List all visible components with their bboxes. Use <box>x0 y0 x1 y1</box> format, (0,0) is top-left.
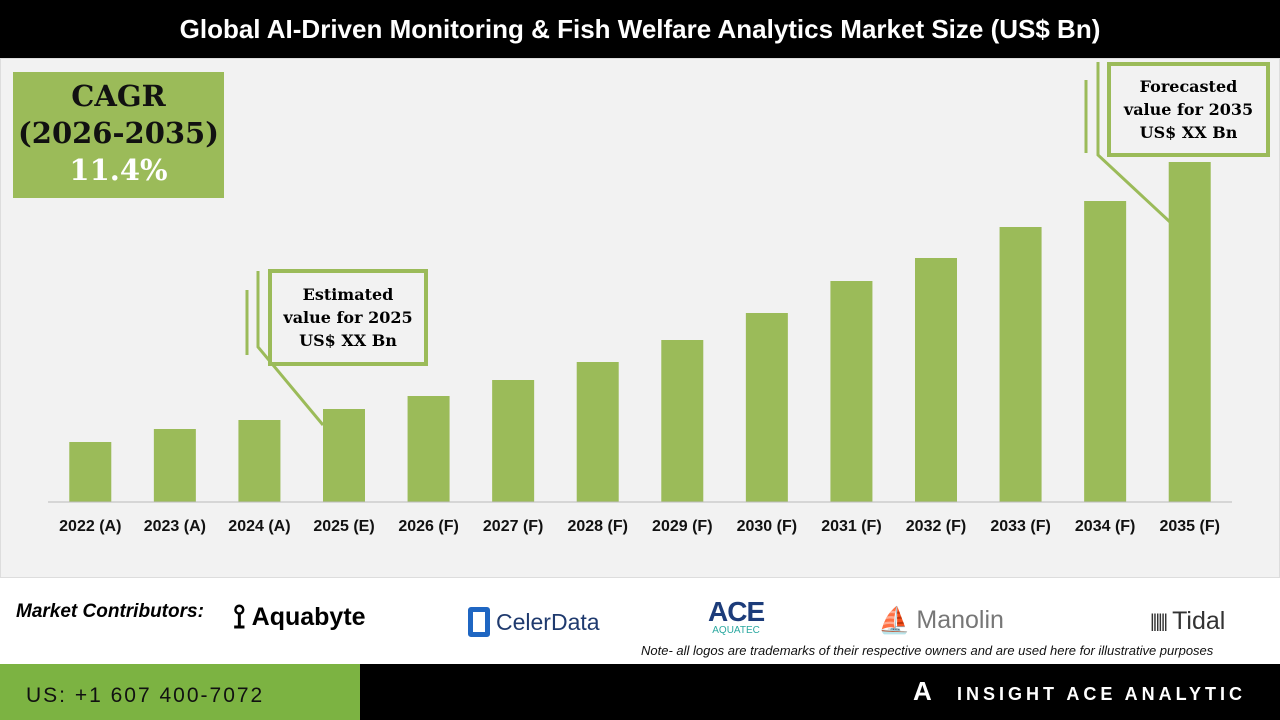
logo-aquabyte: ⟟ Aquabyte <box>233 598 366 636</box>
footer-phone: US: +1 607 400-7072 <box>0 664 360 720</box>
cagr-box: CAGR (2026-2035) 11.4% <box>13 72 224 198</box>
bar <box>407 396 450 502</box>
bar <box>999 227 1042 502</box>
chart-title: Global AI-Driven Monitoring & Fish Welfa… <box>0 0 1280 58</box>
cagr-label: CAGR <box>71 79 166 113</box>
bar <box>153 429 196 502</box>
x-tick-label: 2023 (A) <box>144 518 206 535</box>
callout-2035: Forecasted value for 2035 US$ XX Bn <box>1107 62 1270 157</box>
logo-celerdata: CelerData <box>468 607 600 637</box>
trademark-note: Note- all logos are trademarks of their … <box>641 643 1214 658</box>
bar <box>1168 162 1211 502</box>
callout-text: US$ XX Bn <box>299 331 397 350</box>
callout-connector <box>256 271 325 426</box>
brand-logo-icon: A <box>913 676 932 706</box>
bar <box>323 409 365 502</box>
x-tick-label: 2027 (F) <box>483 518 543 535</box>
callout-text: Estimated <box>302 285 394 304</box>
bar <box>576 362 619 502</box>
x-tick-label: 2035 (F) <box>1159 518 1219 535</box>
bar <box>745 313 788 502</box>
callout-text: Forecasted <box>1139 77 1238 96</box>
bar <box>69 442 112 502</box>
callout-text: US$ XX Bn <box>1139 123 1238 142</box>
x-tick-label: 2022 (A) <box>59 518 121 535</box>
bar <box>830 281 873 502</box>
callout-connector <box>1096 62 1172 224</box>
footer-brand-bar: A INSIGHT ACE ANALYTIC <box>360 664 1280 720</box>
bar <box>238 420 281 502</box>
contributors-label: Market Contributors: <box>16 601 204 622</box>
x-tick-label: 2028 (F) <box>567 518 627 535</box>
callout-text: value for 2035 <box>1123 100 1254 119</box>
logo-manolin: ⛵ Manolin <box>878 605 1004 635</box>
bar <box>492 380 535 502</box>
callout-text: value for 2025 <box>283 308 413 327</box>
x-tick-label: 2024 (A) <box>228 518 290 535</box>
bar <box>661 340 704 502</box>
x-tick-label: 2025 (E) <box>313 518 374 535</box>
bar <box>915 258 957 502</box>
x-tick-label: 2033 (F) <box>990 518 1050 535</box>
logo-tidal: |||||| Tidal <box>1150 607 1226 635</box>
x-tick-label: 2031 (F) <box>821 518 881 535</box>
bar <box>1084 201 1127 502</box>
x-tick-label: 2026 (F) <box>398 518 458 535</box>
callout-2025: Estimated value for 2025 US$ XX Bn <box>268 269 428 366</box>
x-tick-label: 2034 (F) <box>1075 518 1135 535</box>
bar-chart: 2022 (A) 2023 (A) 2024 (A) 2025 (E) 2026 (F)… <box>48 62 1232 535</box>
cagr-period: (2026-2035) <box>18 116 219 150</box>
x-tick-label: 2029 (F) <box>652 518 712 535</box>
logo-ace-aquatec: ACE AQUATEC <box>708 596 765 636</box>
x-tick-label: 2032 (F) <box>906 518 966 535</box>
brand-name: INSIGHT ACE ANALYTIC <box>956 684 1246 704</box>
x-tick-label: 2030 (F) <box>737 518 797 535</box>
cagr-value: 11.4% <box>69 153 168 187</box>
